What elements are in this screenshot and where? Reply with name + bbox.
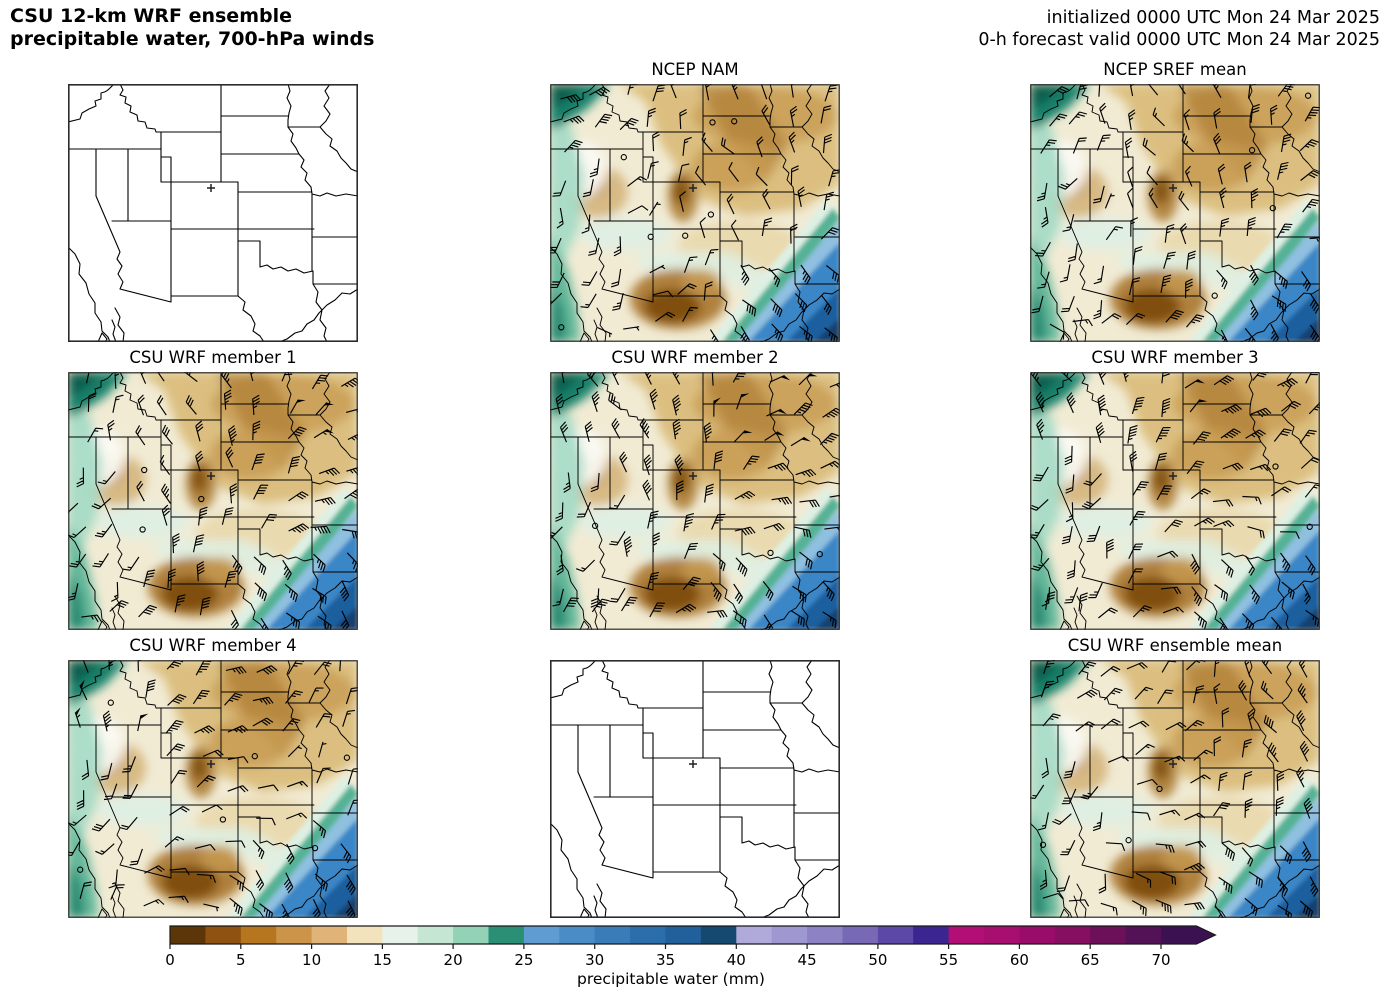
map-panel-4: CSU WRF member 2	[550, 348, 840, 630]
panel-title: CSU WRF member 3	[1091, 348, 1259, 367]
figure-title-line2: precipitable water, 700-hPa winds	[10, 28, 375, 50]
panel-title: CSU WRF ensemble mean	[1067, 636, 1283, 655]
map-blank-domain	[68, 84, 358, 342]
panel-title	[550, 635, 840, 657]
map-panel-7	[550, 660, 840, 918]
colorbar-tick-label: 30	[585, 951, 604, 969]
colorbar-tick-label: 55	[939, 951, 958, 969]
map-wrf-member-2	[550, 372, 840, 630]
figure-title-line1: CSU 12-km WRF ensemble	[10, 5, 292, 27]
figure-title: CSU 12-km WRF ensemble precipitable wate…	[10, 5, 374, 51]
init-time-text: initialized 0000 UTC Mon 24 Mar 2025	[1046, 8, 1380, 28]
map-panel-2: NCEP SREF mean	[1030, 60, 1320, 342]
colorbar-tick-label: 20	[444, 951, 463, 969]
colorbar-tick-label: 25	[514, 951, 533, 969]
map-wrf-member-1	[68, 372, 358, 630]
panel-title: CSU WRF member 2	[611, 348, 779, 367]
colorbar-precipitable-water: 0 5 10 15 20 25 30 35 40 45 50 55 60 65 70 precipitable…	[165, 924, 1236, 990]
colorbar-tick-label: 45	[798, 951, 817, 969]
colorbar-tick-label: 15	[373, 951, 392, 969]
colorbar-tick-label: 70	[1151, 951, 1170, 969]
map-panel-8: CSU WRF ensemble mean	[1030, 636, 1320, 918]
map-panel-3: CSU WRF member 1	[68, 348, 358, 630]
colorbar-axis-label: precipitable water (mm)	[577, 970, 765, 988]
colorbar-tick-label: 0	[166, 951, 175, 969]
panel-title: NCEP SREF mean	[1103, 60, 1247, 79]
map-panel-0	[68, 84, 358, 342]
panel-title	[68, 59, 358, 81]
map-ncep-nam	[550, 84, 840, 342]
panel-title: NCEP NAM	[651, 60, 739, 79]
figure-timestamps: initialized 0000 UTC Mon 24 Mar 2025 0-h…	[978, 7, 1380, 51]
map-panel-1: NCEP NAM	[550, 60, 840, 342]
valid-time-text: 0-h forecast valid 0000 UTC Mon 24 Mar 2…	[978, 30, 1380, 50]
colorbar-tick-label: 5	[236, 951, 246, 969]
colorbar-tick-label: 60	[1010, 951, 1029, 969]
map-wrf-ensemble-mean	[1030, 660, 1320, 918]
colorbar-tick-label: 10	[302, 951, 321, 969]
colorbar-tick-label: 65	[1081, 951, 1100, 969]
map-wrf-member-3	[1030, 372, 1320, 630]
panel-title: CSU WRF member 4	[129, 636, 297, 655]
panel-title: CSU WRF member 1	[129, 348, 297, 367]
map-panel-5: CSU WRF member 3	[1030, 348, 1320, 630]
map-panel-6: CSU WRF member 4	[68, 636, 358, 918]
colorbar-tick-label: 35	[656, 951, 675, 969]
map-ncep-sref-mean	[1030, 84, 1320, 342]
colorbar-tick-label: 50	[868, 951, 887, 969]
map-blank-domain	[550, 660, 840, 918]
map-wrf-member-4	[68, 660, 358, 918]
colorbar-tick-label: 40	[727, 951, 746, 969]
